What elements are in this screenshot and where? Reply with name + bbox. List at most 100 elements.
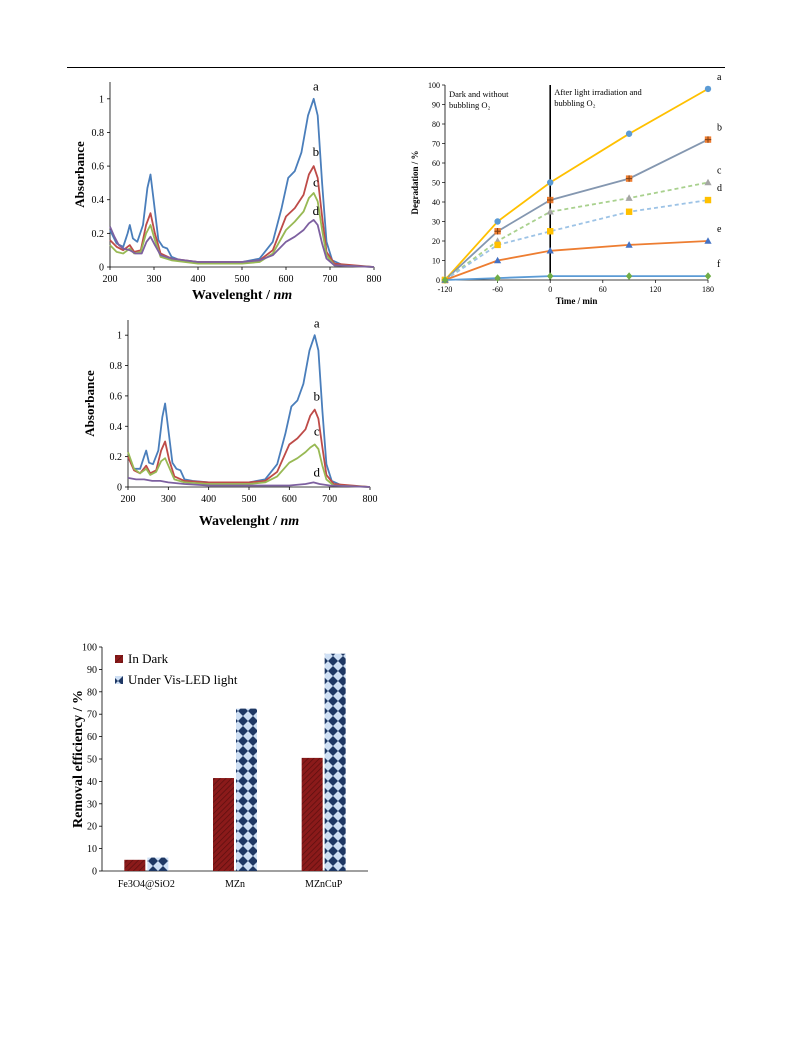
x-tick-label: 180 xyxy=(702,285,714,294)
y-tick-label: 0 xyxy=(117,483,122,494)
bar-under-vis-led-light xyxy=(147,857,169,871)
y-tick-label: 20 xyxy=(432,237,440,246)
data-point-b xyxy=(704,136,712,143)
series-line-c xyxy=(127,443,371,488)
data-point-f xyxy=(494,274,501,282)
absorbance-spectra-chart-1: 0 0.2 0.4 0.6 0.8 1 200 300 400 500 600 700 800 a bcd A… xyxy=(72,80,382,303)
data-point-c xyxy=(704,178,712,186)
series-line-d xyxy=(127,477,371,488)
x-axis-title: Wavelenght / nm xyxy=(199,514,299,529)
x-tick-label: 700 xyxy=(322,494,337,505)
bar-under-vis-led-light xyxy=(236,708,257,871)
curve-label-c: c xyxy=(314,423,320,438)
series-line-b xyxy=(127,408,371,488)
annotation-light: After light irradiation and bubbling O₂ xyxy=(554,87,642,108)
degradation-chart: 0 10 20 30 40 50 60 70 80 90 100 -120 -60 0 60 120 180 Da… xyxy=(410,72,722,306)
data-point-f xyxy=(441,276,449,284)
x-axis-title-text: Wavelenght / xyxy=(199,514,281,529)
y-tick-label: 1 xyxy=(117,331,122,342)
series-line-a xyxy=(127,334,371,488)
series-line-f xyxy=(444,275,708,281)
y-tick-label: 90 xyxy=(87,665,97,676)
data-point-a xyxy=(494,218,501,225)
y-tick-label: 30 xyxy=(432,218,440,227)
x-tick-label: 500 xyxy=(242,494,257,505)
data-point-d xyxy=(625,208,633,215)
y-tick-label: 0 xyxy=(92,867,97,878)
y-tick-label: 0 xyxy=(99,263,104,274)
bar-under-vis-led-light xyxy=(324,653,346,871)
data-point-b xyxy=(625,175,633,182)
y-tick-label: 40 xyxy=(87,777,97,788)
x-tick-label: 500 xyxy=(235,274,250,285)
curve-label-b: b xyxy=(314,388,321,403)
legend-swatch xyxy=(115,655,123,663)
x-tick-label: 400 xyxy=(191,274,206,285)
x-axis-title: Wavelenght / nm xyxy=(192,288,292,303)
y-tick-label: 10 xyxy=(87,844,97,855)
legend-label: In Dark xyxy=(128,651,169,666)
y-tick-label: 100 xyxy=(428,81,440,90)
series-line-b xyxy=(444,138,709,281)
data-point-d xyxy=(494,241,501,249)
y-tick-label: 40 xyxy=(432,198,440,207)
curve-label-f: f xyxy=(717,259,721,270)
x-axis-title-unit: nm xyxy=(273,288,292,303)
data-point-a xyxy=(704,85,712,93)
data-point-e xyxy=(494,256,502,264)
y-tick-label: 50 xyxy=(432,179,440,188)
y-tick-label: 60 xyxy=(432,159,440,168)
y-tick-label: 50 xyxy=(87,755,97,766)
y-tick-label: 0.8 xyxy=(92,128,105,139)
data-point-b xyxy=(494,228,501,235)
y-tick-label: 70 xyxy=(87,710,97,721)
x-tick-label: -60 xyxy=(492,285,503,294)
data-point-d xyxy=(547,228,554,235)
data-point-f xyxy=(704,272,712,280)
data-point-e xyxy=(704,237,712,244)
bar-in-dark xyxy=(124,859,146,871)
data-point-e xyxy=(625,241,633,248)
x-tick-label: 200 xyxy=(103,274,118,285)
x-tick-label: 0 xyxy=(548,285,552,294)
x-tick-label: 300 xyxy=(147,274,162,285)
y-tick-label: 90 xyxy=(432,101,440,110)
x-tick-label: 600 xyxy=(282,494,297,505)
x-axis-title: Time / min xyxy=(556,296,598,306)
curve-label-d: d xyxy=(314,464,321,479)
header-rule xyxy=(67,67,725,68)
y-tick-label: 60 xyxy=(87,732,97,743)
series-line-c xyxy=(109,192,375,268)
y-tick-label: 1 xyxy=(99,94,104,105)
x-tick-label: 200 xyxy=(121,494,136,505)
x-tick-label: 120 xyxy=(649,285,661,294)
series-line-e xyxy=(444,240,709,281)
y-tick-label: 10 xyxy=(432,257,440,266)
y-tick-label: 0.4 xyxy=(92,195,105,206)
data-point-b xyxy=(547,196,554,204)
curve-label-a: a xyxy=(314,318,320,331)
x-tick-label: 800 xyxy=(367,274,382,285)
data-point-d xyxy=(704,196,712,204)
y-tick-label: 0.2 xyxy=(110,452,123,463)
y-tick-label: 0.4 xyxy=(110,422,123,433)
curve-label-c: c xyxy=(313,174,319,189)
series-line-a xyxy=(109,97,375,268)
removal-efficiency-chart: 0 10 20 30 40 50 60 70 80 90 100 Fe3O4@SiO2 MZn MZnCu… xyxy=(71,643,368,890)
data-point-a xyxy=(625,130,633,137)
x-tick-label: -120 xyxy=(438,285,453,294)
y-tick-label: 80 xyxy=(432,120,440,129)
curve-label-a: a xyxy=(717,72,722,83)
legend-swatch xyxy=(115,676,123,684)
bar-in-dark xyxy=(301,757,323,871)
bar-in-dark xyxy=(213,778,234,871)
series-line-a xyxy=(444,88,709,281)
curve-label-b: b xyxy=(313,144,320,159)
curve-label-b: b xyxy=(717,123,722,134)
y-axis-title: Removal efficiency / % xyxy=(71,690,86,828)
y-tick-label: 30 xyxy=(87,799,97,810)
series-line-c xyxy=(444,181,709,281)
y-tick-label: 20 xyxy=(87,822,97,833)
data-point-f xyxy=(625,272,633,280)
data-point-c xyxy=(625,194,633,201)
